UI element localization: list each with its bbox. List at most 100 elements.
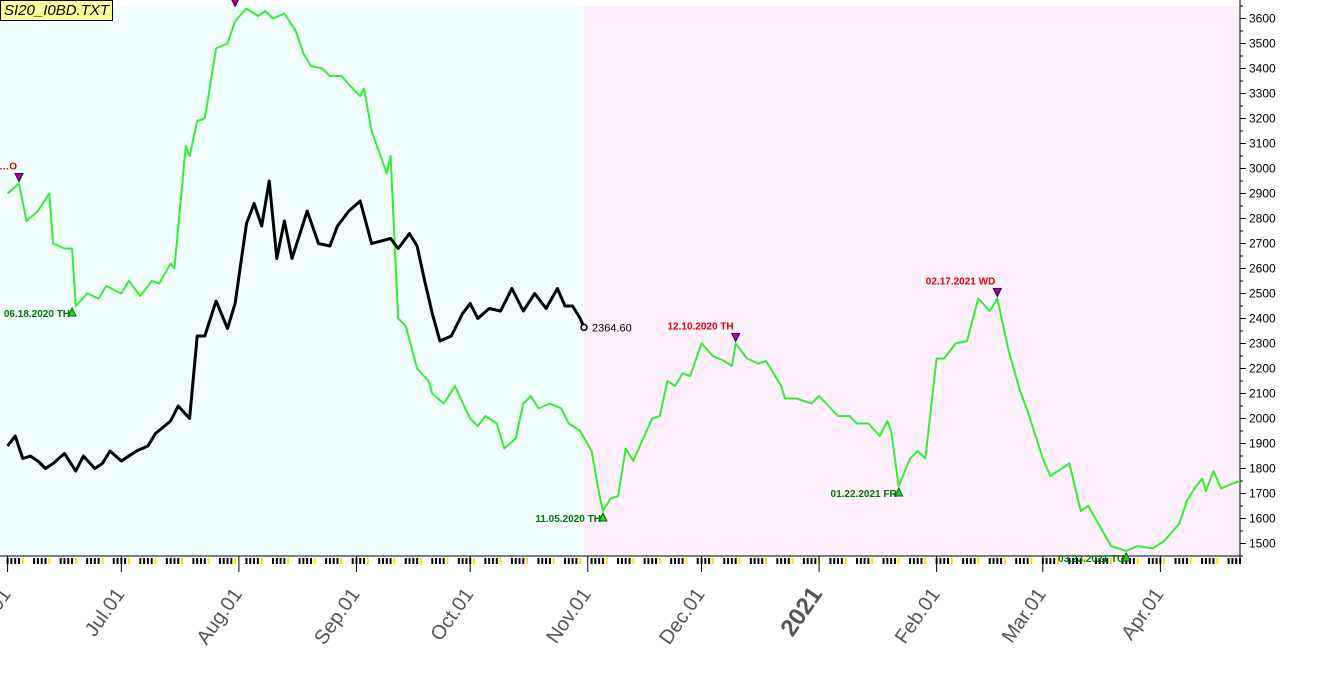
- x-day-tick: [234, 558, 237, 564]
- x-day-tick: [950, 558, 953, 564]
- x-day-tick: [541, 558, 544, 564]
- x-day-tick: [279, 558, 282, 564]
- x-day-tick: [385, 558, 388, 564]
- y-tick-label: 1800: [1249, 462, 1276, 476]
- x-tick-label: Aug.01: [193, 584, 247, 649]
- x-day-tick: [366, 558, 369, 564]
- x-day-tick: [298, 558, 301, 564]
- x-day-tick: [127, 558, 130, 564]
- x-day-tick: [988, 558, 991, 564]
- x-day-tick: [969, 558, 972, 564]
- x-day-tick: [829, 558, 832, 564]
- x-tick-label: Oct.01: [426, 584, 478, 645]
- x-day-tick: [912, 558, 915, 564]
- x-day-tick: [1056, 558, 1059, 564]
- x-day-tick: [1022, 558, 1025, 564]
- x-day-tick: [1231, 558, 1234, 564]
- x-day-tick: [124, 558, 127, 564]
- x-day-tick: [780, 558, 783, 564]
- peak-marker: [14, 173, 24, 183]
- x-day-tick: [1106, 558, 1109, 564]
- x-day-tick: [328, 558, 331, 564]
- symbol-title: SI20_I0BD.TXT: [0, 0, 114, 21]
- x-day-tick: [93, 558, 96, 564]
- y-tick-label: 3500: [1249, 37, 1276, 51]
- x-day-tick: [36, 558, 39, 564]
- x-day-tick: [871, 558, 874, 564]
- x-tick-label: 2021: [775, 582, 828, 641]
- x-day-tick: [199, 558, 202, 564]
- x-day-tick: [791, 558, 794, 564]
- peak-label: …O: [0, 162, 17, 173]
- x-day-tick: [40, 558, 43, 564]
- y-tick-label: 2800: [1249, 212, 1276, 226]
- x-day-tick: [1151, 558, 1154, 564]
- x-day-tick: [465, 558, 468, 564]
- x-day-tick: [1147, 558, 1150, 564]
- x-day-tick: [783, 558, 786, 564]
- x-day-tick: [1189, 558, 1192, 564]
- x-day-tick: [776, 558, 779, 564]
- x-day-tick: [909, 558, 912, 564]
- trough-label: 01.22.2021 FR: [831, 489, 898, 500]
- x-day-tick: [44, 558, 47, 564]
- x-day-tick: [499, 558, 502, 564]
- x-day-tick: [67, 558, 70, 564]
- x-day-tick: [924, 558, 927, 564]
- peak-label: 12.10.2020 TH: [667, 322, 733, 333]
- x-day-tick: [651, 558, 654, 564]
- x-day-tick: [218, 558, 221, 564]
- trough-label: 03.23.2021 TU: [1058, 554, 1124, 565]
- x-day-tick: [943, 558, 946, 564]
- y-tick-label: 1600: [1249, 512, 1276, 526]
- x-day-tick: [939, 558, 942, 564]
- x-day-tick: [302, 558, 305, 564]
- x-day-tick: [916, 558, 919, 564]
- x-day-tick: [738, 558, 741, 564]
- x-day-tick: [605, 558, 608, 564]
- x-day-tick: [992, 558, 995, 564]
- x-day-tick: [564, 558, 567, 564]
- x-day-tick: [802, 558, 805, 564]
- x-day-tick: [446, 558, 449, 564]
- x-day-tick: [21, 558, 24, 564]
- x-day-tick: [977, 558, 980, 564]
- y-tick-label: 2500: [1249, 287, 1276, 301]
- x-day-tick: [63, 558, 66, 564]
- x-day-tick: [150, 558, 153, 564]
- x-day-tick: [139, 558, 142, 564]
- y-tick-label: 2600: [1249, 262, 1276, 276]
- x-day-tick: [856, 558, 859, 564]
- x-day-tick: [442, 558, 445, 564]
- x-day-tick: [696, 558, 699, 564]
- y-tick-label: 1900: [1249, 437, 1276, 451]
- x-day-tick: [704, 558, 707, 564]
- x-day-tick: [1163, 558, 1166, 564]
- x-day-tick: [749, 558, 752, 564]
- x-day-tick: [143, 558, 146, 564]
- y-tick-label: 2000: [1249, 412, 1276, 426]
- x-day-tick: [552, 558, 555, 564]
- x-day-tick: [173, 558, 176, 564]
- x-day-tick: [59, 558, 62, 564]
- x-day-tick: [1110, 558, 1113, 564]
- x-day-tick: [677, 558, 680, 564]
- x-day-tick: [863, 558, 866, 564]
- x-day-tick: [325, 558, 328, 564]
- x-day-tick: [1049, 558, 1052, 564]
- x-day-tick: [897, 558, 900, 564]
- x-day-tick: [1235, 558, 1238, 564]
- y-tick-label: 3600: [1249, 12, 1276, 26]
- x-day-tick: [727, 558, 730, 564]
- y-axis: 1500 1600 1700 1800 1900 2000 2100 2200 2300 2400…: [1239, 0, 1276, 560]
- y-tick-label: 3000: [1249, 162, 1276, 176]
- x-day-tick: [112, 558, 115, 564]
- black-series-line: [6, 179, 586, 473]
- x-day-tick: [306, 558, 309, 564]
- trough-marker: [67, 306, 77, 317]
- x-day-tick: [457, 558, 460, 564]
- x-day-tick: [116, 558, 119, 564]
- x-day-tick: [1178, 558, 1181, 564]
- x-day-tick: [1227, 558, 1230, 564]
